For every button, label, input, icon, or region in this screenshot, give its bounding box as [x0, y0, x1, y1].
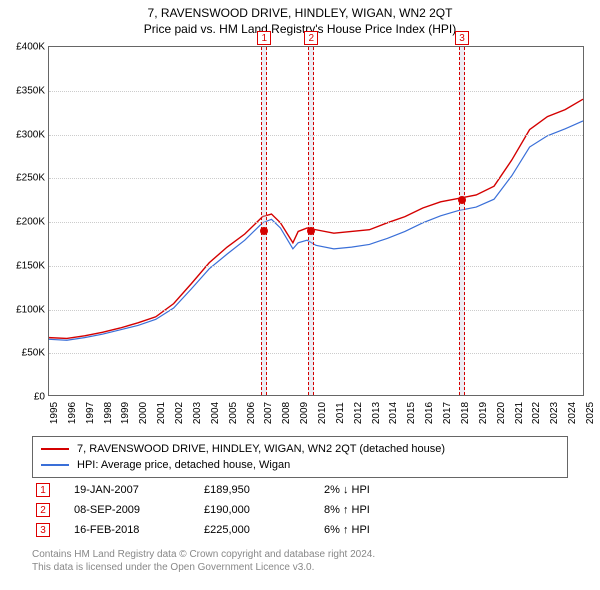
x-axis-label: 2004	[210, 402, 221, 424]
transaction-marker: 3	[36, 523, 50, 537]
x-axis-label: 2006	[246, 402, 257, 424]
x-axis-label: 2023	[549, 402, 560, 424]
x-axis-label: 1998	[103, 402, 114, 424]
x-axis-label: 2011	[335, 402, 346, 424]
y-axis-label: £350K	[16, 85, 45, 96]
x-axis-label: 2018	[460, 402, 471, 424]
transaction-marker: 2	[36, 503, 50, 517]
event-band-label: 1	[257, 31, 271, 45]
legend-label: 7, RAVENSWOOD DRIVE, HINDLEY, WIGAN, WN2…	[77, 443, 445, 455]
series-line	[49, 121, 583, 340]
legend-swatch	[41, 464, 69, 466]
gridline	[49, 135, 583, 136]
chart-title-block: 7, RAVENSWOOD DRIVE, HINDLEY, WIGAN, WN2…	[0, 0, 600, 36]
y-axis-label: £200K	[16, 217, 45, 228]
price-marker-dot	[260, 227, 268, 235]
table-row: 2 08-SEP-2009 £190,000 8% ↑ HPI	[32, 500, 568, 520]
x-axis-label: 1996	[67, 402, 78, 424]
x-axis-label: 2010	[317, 402, 328, 424]
y-axis-label: £250K	[16, 173, 45, 184]
footer-attribution: Contains HM Land Registry data © Crown c…	[32, 548, 568, 574]
event-band	[308, 47, 314, 395]
x-axis-label: 1995	[49, 402, 60, 424]
transaction-delta: 8% ↑ HPI	[324, 504, 444, 516]
x-axis-label: 2014	[388, 402, 399, 424]
legend-item: HPI: Average price, detached house, Wiga…	[41, 457, 559, 473]
table-row: 3 16-FEB-2018 £225,000 6% ↑ HPI	[32, 520, 568, 540]
x-axis-label: 2025	[585, 402, 596, 424]
y-axis-label: £50K	[22, 348, 45, 359]
x-axis-label: 2009	[299, 402, 310, 424]
x-axis-label: 1997	[85, 402, 96, 424]
x-axis-label: 2000	[138, 402, 149, 424]
y-axis-label: £150K	[16, 260, 45, 271]
x-axis-label: 2024	[567, 402, 578, 424]
y-axis-label: £100K	[16, 304, 45, 315]
x-axis-label: 2022	[531, 402, 542, 424]
gridline	[49, 310, 583, 311]
legend-label: HPI: Average price, detached house, Wiga…	[77, 459, 290, 471]
transaction-marker: 1	[36, 483, 50, 497]
x-axis-label: 2021	[514, 402, 525, 424]
chart-title-line2: Price paid vs. HM Land Registry's House …	[0, 22, 600, 36]
transaction-date: 19-JAN-2007	[74, 484, 204, 496]
gridline	[49, 91, 583, 92]
price-marker-dot	[458, 196, 466, 204]
gridline	[49, 178, 583, 179]
transaction-price: £225,000	[204, 524, 324, 536]
transaction-price: £190,000	[204, 504, 324, 516]
transaction-table: 1 19-JAN-2007 £189,950 2% ↓ HPI 2 08-SEP…	[32, 480, 568, 540]
x-axis-label: 2002	[174, 402, 185, 424]
table-row: 1 19-JAN-2007 £189,950 2% ↓ HPI	[32, 480, 568, 500]
event-band-label: 2	[304, 31, 318, 45]
x-axis-label: 2003	[192, 402, 203, 424]
transaction-price: £189,950	[204, 484, 324, 496]
x-axis-label: 2019	[478, 402, 489, 424]
x-axis-label: 2005	[228, 402, 239, 424]
x-axis-label: 2020	[496, 402, 507, 424]
y-axis-label: £400K	[16, 42, 45, 53]
x-axis-label: 2001	[156, 402, 167, 424]
transaction-date: 08-SEP-2009	[74, 504, 204, 516]
x-axis-label: 2012	[353, 402, 364, 424]
x-axis-label: 2008	[281, 402, 292, 424]
x-axis-label: 1999	[120, 402, 131, 424]
gridline	[49, 222, 583, 223]
price-chart: £0£50K£100K£150K£200K£250K£300K£350K£400…	[48, 46, 584, 396]
x-axis-label: 2015	[406, 402, 417, 424]
y-axis-label: £0	[34, 392, 45, 403]
gridline	[49, 353, 583, 354]
chart-lines-svg	[49, 47, 583, 395]
event-band	[261, 47, 267, 395]
price-marker-dot	[307, 227, 315, 235]
x-axis-label: 2007	[263, 402, 274, 424]
event-band	[459, 47, 465, 395]
transaction-delta: 6% ↑ HPI	[324, 524, 444, 536]
legend-swatch	[41, 448, 69, 450]
gridline	[49, 266, 583, 267]
x-axis-label: 2016	[424, 402, 435, 424]
footer-line1: Contains HM Land Registry data © Crown c…	[32, 548, 568, 561]
event-band-label: 3	[455, 31, 469, 45]
chart-title-line1: 7, RAVENSWOOD DRIVE, HINDLEY, WIGAN, WN2…	[0, 6, 600, 20]
x-axis-label: 2017	[442, 402, 453, 424]
legend-item: 7, RAVENSWOOD DRIVE, HINDLEY, WIGAN, WN2…	[41, 441, 559, 457]
footer-line2: This data is licensed under the Open Gov…	[32, 561, 568, 574]
legend: 7, RAVENSWOOD DRIVE, HINDLEY, WIGAN, WN2…	[32, 436, 568, 478]
transaction-delta: 2% ↓ HPI	[324, 484, 444, 496]
y-axis-label: £300K	[16, 129, 45, 140]
x-axis-label: 2013	[371, 402, 382, 424]
transaction-date: 16-FEB-2018	[74, 524, 204, 536]
